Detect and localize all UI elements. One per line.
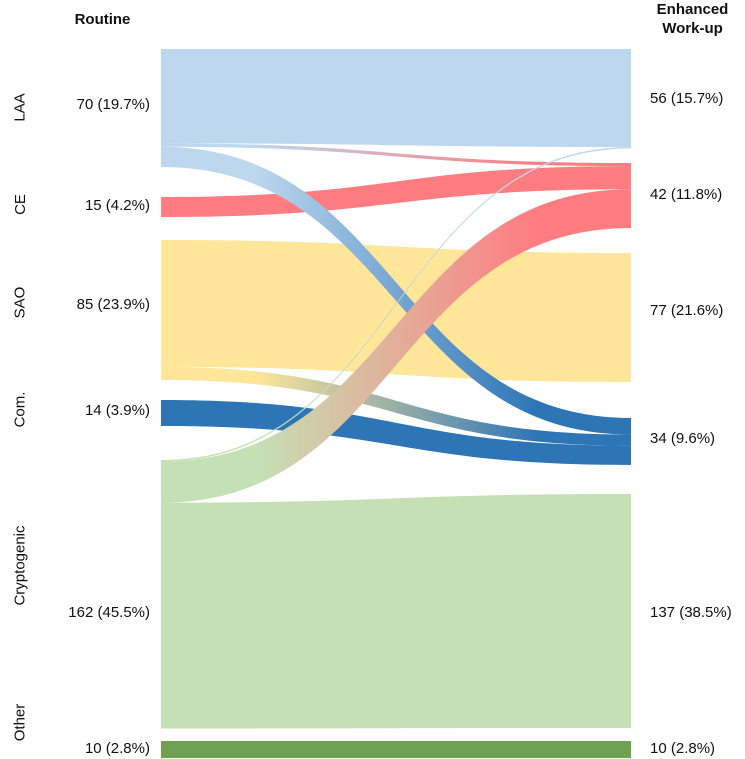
category-box-cryptogenic: Cryptogenic [2, 460, 38, 671]
routine-value-cryptogenic: 162 (45.5%) [68, 604, 150, 621]
enhanced-value-com: 34 (9.6%) [650, 430, 716, 447]
category-box-com: Com. [2, 372, 38, 447]
routine-value-sao: 85 (23.9%) [76, 296, 150, 313]
routine-value-laa: 70 (19.7%) [76, 96, 150, 113]
enhanced-value-ce: 42 (11.8%) [650, 186, 723, 203]
category-label-ce: CE [11, 193, 29, 215]
routine-value-ce: 15 (4.2%) [84, 197, 150, 214]
enhanced-header-line2: Work-up [662, 20, 723, 37]
flow-ce-to-ce [161, 166, 631, 217]
flow-cryptogenic-to-laa [161, 147, 631, 462]
enhanced-value-sao: 77 (21.6%) [650, 302, 724, 319]
flow-laa-to-laa [161, 49, 631, 147]
category-label-sao: SAO [11, 286, 29, 319]
flow-sao-to-com [161, 366, 631, 446]
category-label-cryptogenic: Cryptogenic [11, 525, 29, 606]
category-label-com: Com. [11, 391, 29, 428]
enhanced-value-other: 10 (2.8%) [650, 740, 716, 757]
category-box-ce: CE [2, 176, 38, 232]
category-label-other: Other [11, 703, 29, 741]
enhanced-header-line1: Enhanced [656, 1, 729, 18]
flow-laa-to-com [161, 146, 631, 435]
category-box-sao: SAO [2, 244, 38, 361]
flow-other-to-other [161, 741, 631, 758]
flow-com-to-com [161, 400, 631, 465]
routine-header: Routine [74, 11, 131, 28]
flow-cryptogenic-to-cryptogenic [161, 494, 631, 729]
enhanced-value-laa: 56 (15.7%) [650, 90, 724, 107]
enhanced-value-cryptogenic: 137 (38.5%) [650, 604, 732, 621]
flow-sao-to-sao [161, 240, 631, 382]
category-box-other: Other [2, 685, 38, 759]
flow-laa-to-ce [161, 143, 631, 167]
flow-cryptogenic-to-ce [161, 189, 631, 503]
routine-value-com: 14 (3.9%) [84, 402, 150, 419]
category-label-laa: LAA [11, 92, 29, 122]
enhanced-workup-header: Enhanced Work-up [640, 0, 745, 38]
routine-value-other: 10 (2.8%) [84, 740, 150, 757]
category-box-laa: LAA [2, 50, 38, 164]
